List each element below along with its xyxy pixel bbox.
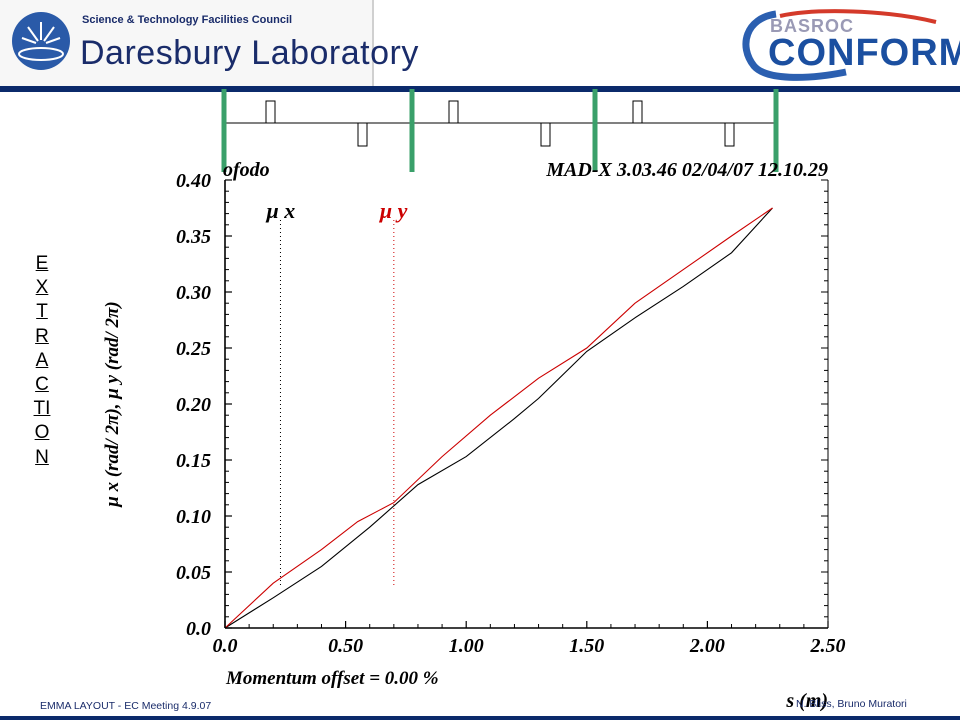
series-line-mux bbox=[224, 207, 773, 629]
quad-focus-3 bbox=[632, 100, 643, 124]
period-markers bbox=[221, 89, 779, 172]
quad-defocus-2 bbox=[540, 122, 551, 147]
y-tick-label: 0.0 bbox=[186, 618, 211, 640]
y-tick-label: 0.10 bbox=[176, 506, 211, 528]
y-tick-label: 0.15 bbox=[176, 450, 211, 472]
y-tick-label: 0.35 bbox=[176, 226, 211, 248]
x-tick-label: 2.00 bbox=[689, 635, 725, 657]
brand-top: BASROC bbox=[770, 16, 855, 36]
chart-title-left: ofodo bbox=[223, 159, 270, 181]
y-axis-label: μ x (rad/ 2π), μ y (rad/ 2π) bbox=[102, 301, 123, 507]
x-tick-label: 1.50 bbox=[569, 635, 604, 657]
x-tick-label: 0.50 bbox=[328, 635, 363, 657]
legend-label-mux: μ x bbox=[265, 198, 295, 223]
y-tick-label: 0.25 bbox=[176, 338, 211, 360]
x-tick-label: 2.50 bbox=[810, 635, 846, 657]
x-axis-label: s (m) bbox=[785, 690, 828, 712]
quad-defocus-1 bbox=[357, 122, 368, 147]
lab-emblem-icon bbox=[12, 12, 70, 70]
lab-logo: Science & Technology Facilities Council … bbox=[0, 0, 418, 86]
quad-defocus-3 bbox=[724, 122, 735, 147]
quad-focus-1 bbox=[265, 100, 276, 124]
council-name: Science & Technology Facilities Council bbox=[82, 14, 293, 26]
footer-meeting: EMMA LAYOUT - EC Meeting 4.9.07 bbox=[40, 700, 212, 712]
lattice-layout bbox=[225, 100, 777, 147]
y-tick-label: 0.40 bbox=[176, 170, 211, 192]
y-tick-label: 0.05 bbox=[176, 562, 211, 584]
lab-name: Daresbury Laboratory bbox=[80, 34, 419, 72]
brand-main: CONFORM bbox=[768, 32, 960, 74]
conform-swoosh-icon bbox=[742, 9, 937, 81]
x-tick-label: 0.0 bbox=[213, 635, 238, 657]
series-line-muy bbox=[224, 207, 773, 629]
quad-focus-2 bbox=[448, 100, 459, 124]
y-tick-label: 0.30 bbox=[176, 282, 211, 304]
footer-authors: N. Bliss, Bruno Muratori bbox=[796, 698, 907, 710]
chart-title-right: MAD-X 3.03.46 02/04/07 12.10.29 bbox=[545, 159, 828, 181]
extraction-label: EXTRACTION bbox=[33, 253, 51, 468]
x-tick-label: 1.00 bbox=[449, 635, 484, 657]
footer-bar bbox=[0, 716, 960, 720]
chart-subtitle: Momentum offset = 0.00 % bbox=[225, 668, 439, 689]
y-tick-label: 0.20 bbox=[176, 394, 211, 416]
legend-label-muy: μ y bbox=[379, 198, 408, 223]
header-bar bbox=[0, 86, 960, 92]
